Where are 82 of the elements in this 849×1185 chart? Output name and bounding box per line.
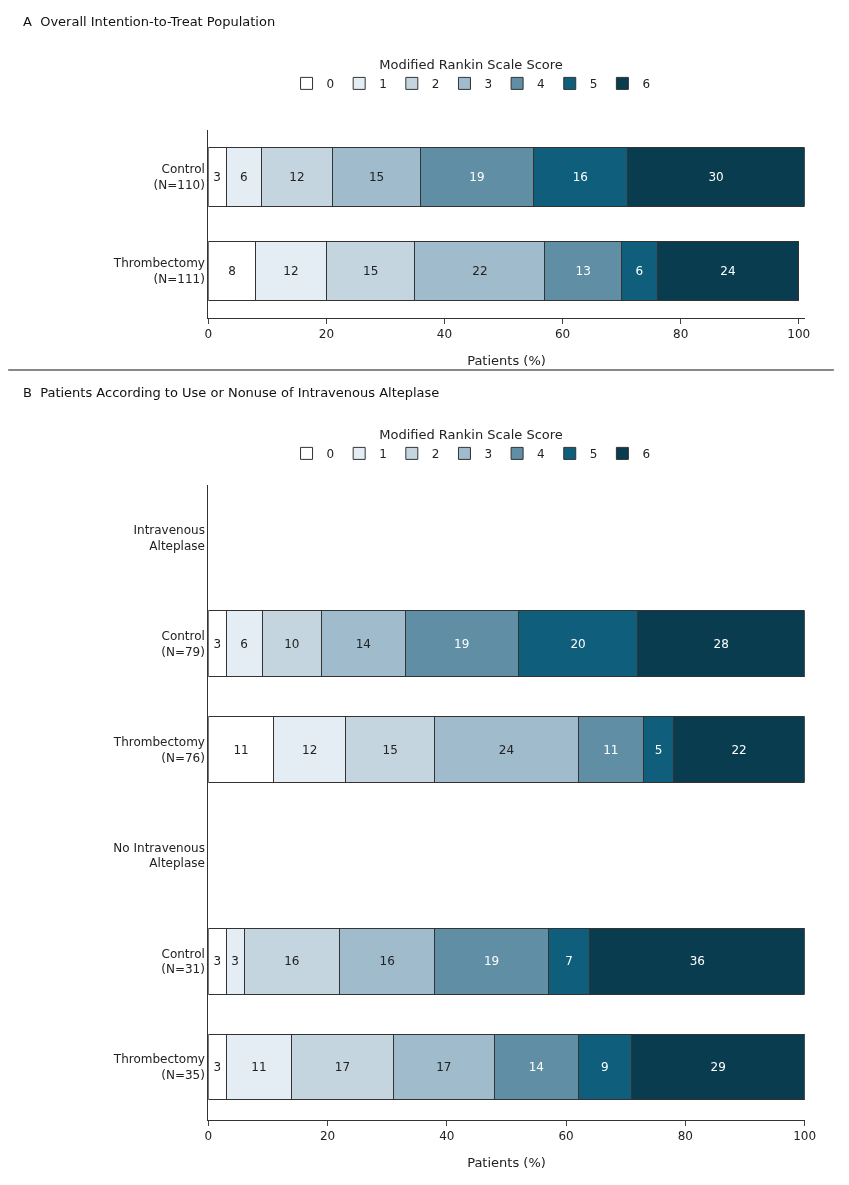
y-tick-label: Thrombectomy (N=111): [112, 256, 205, 286]
data-label: 11: [233, 742, 249, 757]
data-label: 19: [454, 636, 470, 651]
x-axis-title: Patients (%): [467, 353, 546, 368]
x-axis-title: Patients (%): [467, 1155, 546, 1170]
data-label: 29: [710, 1060, 726, 1075]
x-tick-label: 100: [793, 1129, 817, 1144]
data-label: 3: [213, 636, 222, 651]
legend-label: 0: [326, 447, 335, 462]
legend-label: 3: [484, 447, 493, 462]
data-label: 6: [240, 636, 248, 651]
data-label: 12: [289, 170, 305, 184]
data-label: 24: [720, 264, 736, 278]
data-label: 13: [575, 264, 591, 278]
data-label: 22: [472, 264, 488, 278]
legend-label: 5: [589, 77, 598, 92]
y-tick-label: Intravenous Alteplase: [133, 523, 205, 553]
data-label: 6: [635, 264, 644, 278]
legend-label: 6: [642, 77, 651, 92]
data-label: 15: [368, 170, 385, 184]
legend-label: 2: [431, 77, 440, 92]
data-label: 14: [355, 636, 372, 651]
data-label: 14: [528, 1060, 544, 1075]
y-tick-label: Control (N=79): [161, 629, 205, 659]
data-label: 36: [689, 954, 705, 969]
chart-title: A Overall Intention-to-Treat Population: [23, 14, 276, 29]
y-tick-label: Thrombectomy (N=76): [112, 734, 205, 765]
x-tick-label: 40: [436, 327, 453, 342]
data-label: 12: [283, 264, 299, 278]
data-label: 3: [231, 954, 239, 969]
data-label: 5: [654, 742, 663, 757]
data-label: 12: [302, 742, 318, 757]
x-tick-label: 0: [204, 1129, 213, 1144]
legend-title: Modified Rankin Scale Score: [379, 426, 563, 442]
x-tick-label: 20: [318, 327, 335, 342]
data-label: 24: [498, 742, 515, 757]
legend-label: 0: [326, 77, 335, 92]
data-label: 16: [379, 954, 395, 969]
data-label: 3: [213, 170, 222, 184]
data-label: 11: [603, 742, 619, 757]
x-tick-label: 80: [677, 1129, 694, 1144]
x-tick-label: 40: [439, 1129, 455, 1144]
legend-label: 6: [642, 447, 651, 462]
x-tick-label: 60: [558, 1129, 574, 1144]
x-tick-label: 100: [787, 327, 811, 342]
data-label: 17: [334, 1060, 351, 1075]
data-label: 3: [213, 954, 222, 969]
y-tick-label: Control (N=31): [161, 946, 205, 977]
x-tick-label: 80: [673, 327, 689, 342]
legend-label: 1: [379, 447, 387, 462]
y-tick-label: No Intravenous Alteplase: [113, 840, 205, 871]
data-label: 16: [572, 170, 588, 184]
legend-label: 4: [537, 77, 545, 92]
y-tick-label: Control (N=110): [153, 162, 205, 192]
chart-title: B Patients According to Use or Nonuse of Intravenous Alteplase: [23, 385, 440, 400]
legend-title: Modified Rankin Scale Score: [379, 56, 563, 72]
data-label: 30: [708, 170, 724, 184]
legend-label: 1: [379, 77, 387, 92]
data-label: 7: [565, 954, 573, 969]
legend-label: 3: [484, 77, 493, 92]
data-label: 9: [601, 1060, 609, 1075]
data-label: 16: [284, 954, 300, 969]
data-label: 11: [251, 1060, 267, 1075]
y-tick-label: Thrombectomy (N=35): [112, 1052, 205, 1083]
legend-label: 5: [589, 447, 598, 462]
data-label: 17: [436, 1060, 452, 1075]
data-label: 19: [483, 954, 500, 969]
data-label: 6: [239, 170, 248, 184]
data-label: 15: [363, 264, 379, 278]
data-label: 8: [228, 264, 236, 278]
data-label: 10: [284, 636, 300, 651]
data-label: 15: [382, 742, 398, 757]
data-label: 19: [469, 170, 485, 184]
data-label: 28: [713, 636, 729, 651]
data-label: 3: [213, 1060, 222, 1075]
data-label: 20: [570, 636, 586, 651]
legend-label: 4: [537, 447, 545, 462]
data-label: 22: [731, 742, 747, 757]
x-tick-label: 0: [204, 327, 213, 342]
legend-label: 2: [431, 447, 440, 462]
x-tick-label: 20: [319, 1129, 336, 1144]
x-tick-label: 60: [554, 327, 571, 342]
